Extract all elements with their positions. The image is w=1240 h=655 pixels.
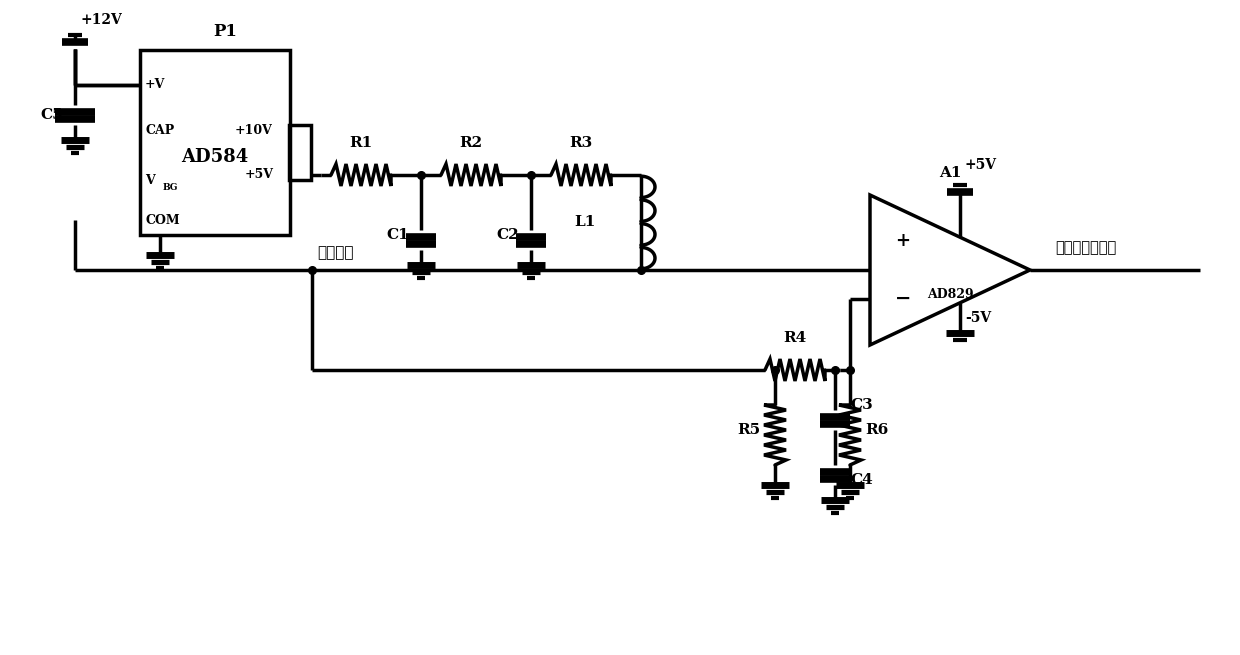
Text: 光子信号: 光子信号 <box>317 246 353 260</box>
Text: 预放大光子信号: 预放大光子信号 <box>1055 241 1116 255</box>
Text: R3: R3 <box>569 136 593 150</box>
Text: COM: COM <box>145 214 180 227</box>
Text: R1: R1 <box>350 136 373 150</box>
Text: C5: C5 <box>40 108 63 122</box>
Text: V: V <box>145 174 155 187</box>
Text: A1: A1 <box>939 166 961 180</box>
Text: C2: C2 <box>496 228 518 242</box>
Text: R4: R4 <box>784 331 807 345</box>
Text: +5V: +5V <box>965 159 997 172</box>
Text: R6: R6 <box>866 423 888 437</box>
Text: L1: L1 <box>574 215 596 229</box>
Text: -5V: -5V <box>965 311 991 325</box>
Text: C3: C3 <box>849 398 873 412</box>
Bar <box>140 50 290 235</box>
Text: +12V: +12V <box>81 13 122 27</box>
Bar <box>289 125 311 180</box>
Text: AD584: AD584 <box>181 149 249 166</box>
Text: AD829: AD829 <box>926 288 973 301</box>
Text: C1: C1 <box>386 228 409 242</box>
Text: +5V: +5V <box>246 168 274 181</box>
Text: R2: R2 <box>460 136 482 150</box>
Text: P1: P1 <box>213 23 237 40</box>
Text: +V: +V <box>145 79 165 92</box>
Text: +: + <box>895 233 910 250</box>
Text: −: − <box>895 290 911 307</box>
Text: C4: C4 <box>849 473 873 487</box>
Text: +10V: +10V <box>236 124 273 136</box>
Text: BG: BG <box>162 183 179 191</box>
Text: CAP: CAP <box>145 124 175 136</box>
Text: R5: R5 <box>737 423 760 437</box>
